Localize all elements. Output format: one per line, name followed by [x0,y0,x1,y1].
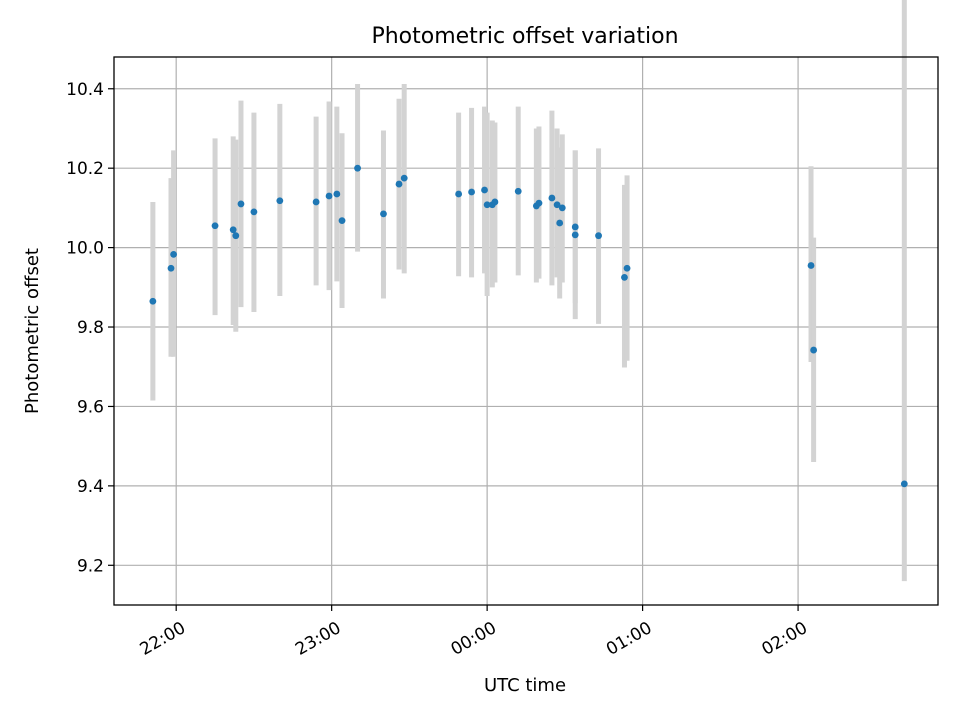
data-point [229,226,237,234]
data-point [483,201,491,209]
data-point [810,346,818,354]
data-point [535,199,543,207]
data-point [380,210,387,218]
data-point [514,187,522,195]
data-point [312,198,320,206]
data-point [468,188,475,196]
data-point [354,164,361,172]
y-tick-label: 10.0 [66,239,104,259]
data-point [571,231,579,239]
x-axis-label: UTC time [484,675,566,696]
y-tick-label: 9.2 [77,556,104,576]
y-axis-ticks: 9.2 9.4 9.6 9.8 10.0 10.2 10.4 [66,80,114,576]
plot-frame [113,56,939,606]
data-point [232,232,240,240]
data-point [481,186,488,194]
data-point [211,222,219,230]
data-point [900,480,908,488]
data-point [553,201,561,209]
data-point [491,198,499,206]
y-tick-label: 9.4 [77,477,104,497]
data-point [621,273,628,281]
data-point [149,297,157,305]
data-point [558,204,566,212]
data-point [170,250,177,258]
data-point [807,262,815,269]
data-point [595,232,602,240]
data-point [571,223,579,231]
data-point [400,174,408,182]
y-tick-label: 9.8 [77,318,104,338]
y-tick-label: 10.4 [66,80,104,100]
data-point [623,264,631,272]
data-point [167,264,175,272]
chart-title: Photometric offset variation [371,24,678,49]
data-points [149,164,908,488]
data-point [395,180,403,188]
data-point [455,190,463,198]
data-point [548,194,556,202]
y-tick-label: 10.2 [66,159,104,179]
data-point [556,219,564,227]
y-tick-label: 9.6 [77,397,104,417]
data-point [325,192,333,200]
y-axis-label: Photometric offset [22,248,43,414]
data-point [276,197,284,205]
grid [114,57,938,605]
data-point [338,217,346,225]
data-point [250,208,258,216]
data-point [237,200,245,208]
data-point [333,190,341,198]
